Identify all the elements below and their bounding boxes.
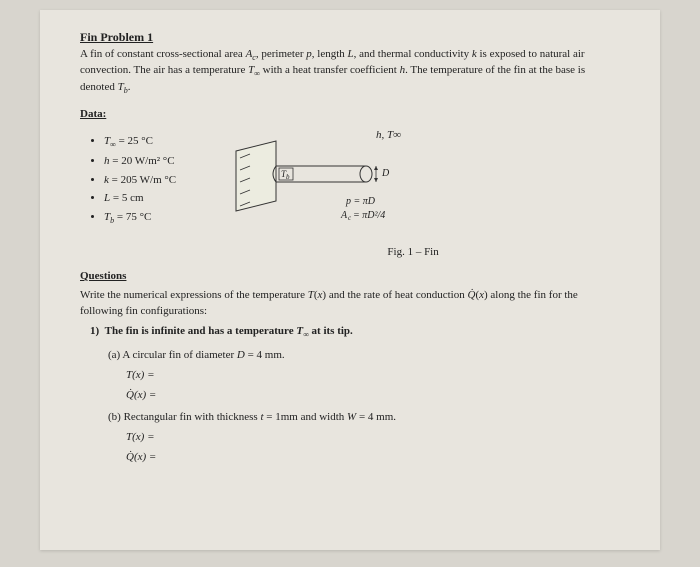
t-expression-b: T(x) = <box>126 431 620 443</box>
svg-text:b: b <box>286 173 290 181</box>
question-1: 1) The fin is infinite and has a tempera… <box>90 325 620 339</box>
diameter-label: D <box>381 168 390 179</box>
svg-text:c: c <box>348 214 352 222</box>
figure: h, T∞ T b <box>206 126 620 258</box>
area-eqn: A <box>340 210 348 221</box>
data-list: T∞ = 25 °C h = 20 W/m² °C k = 205 W/m °C… <box>104 132 176 228</box>
intro-paragraph: A fin of constant cross-sectional area A… <box>80 47 620 96</box>
questions-intro: Write the numerical expressions of the t… <box>80 288 620 319</box>
data-item: Tb = 75 °C <box>104 208 176 228</box>
q-expression-b: Q̇(x) = <box>126 451 620 463</box>
air-label: h, T∞ <box>376 129 401 141</box>
data-item: L = 5 cm <box>104 189 176 208</box>
data-heading: Data: <box>80 108 620 120</box>
question-1b: (b) Rectangular fin with thickness t = 1… <box>108 411 620 423</box>
wall-shape <box>236 141 276 211</box>
fin-diagram: h, T∞ T b <box>206 126 416 236</box>
questions-heading: Questions <box>80 270 620 282</box>
perimeter-eqn: p = πD <box>345 196 376 207</box>
svg-text:= πD²/4: = πD²/4 <box>353 210 385 221</box>
data-block: T∞ = 25 °C h = 20 W/m² °C k = 205 W/m °C… <box>80 126 620 258</box>
figure-caption: Fig. 1 – Fin <box>206 246 620 258</box>
t-expression-a: T(x) = <box>126 369 620 381</box>
page: Fin Problem 1 A fin of constant cross-se… <box>40 10 660 550</box>
data-item: k = 205 W/m °C <box>104 171 176 190</box>
q-expression-a: Q̇(x) = <box>126 389 620 401</box>
data-item: h = 20 W/m² °C <box>104 152 176 171</box>
question-1a: (a) A circular fin of diameter D = 4 mm. <box>108 349 620 361</box>
data-item: T∞ = 25 °C <box>104 132 176 152</box>
problem-title: Fin Problem 1 <box>80 30 620 45</box>
